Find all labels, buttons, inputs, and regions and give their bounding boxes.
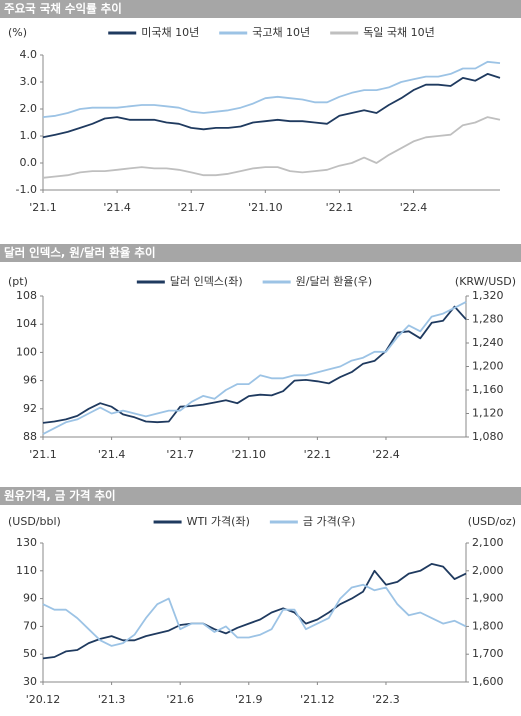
legend-label: 독일 국채 10년	[363, 25, 435, 39]
x-tick-label: '22.1	[326, 201, 354, 214]
y2-tick-label: 1,280	[472, 313, 504, 326]
y-tick-label: 70	[23, 619, 37, 632]
x-tick-label: '22.4	[400, 201, 428, 214]
legend-label: 미국채 10년	[141, 26, 199, 39]
y2-tick-label: 2,100	[472, 536, 504, 549]
y-axis-label: (%)	[8, 26, 27, 39]
series-line	[42, 301, 467, 435]
y2-tick-label: 1,240	[472, 336, 504, 349]
y2-axis-label: (KRW/USD)	[455, 275, 516, 288]
y-tick-label: 1.0	[20, 129, 38, 142]
legend-label: 원/달러 환율(우)	[296, 275, 373, 288]
y-tick-label: -1.0	[16, 183, 37, 196]
x-tick-label: '21.7	[166, 448, 194, 461]
legend-label: 달러 인덱스(좌)	[170, 275, 243, 288]
series-line	[42, 305, 467, 424]
x-tick-label: '21.1	[29, 448, 57, 461]
x-tick-label: '20.12	[26, 693, 61, 706]
y-tick-label: 130	[16, 536, 37, 549]
series-line	[42, 563, 467, 660]
y-tick-label: 0.0	[20, 156, 38, 169]
legend: WTI 가격(좌) 금 가격(우)	[153, 515, 356, 528]
y2-tick-label: 1,200	[472, 360, 504, 373]
x-tick-label: '21.9	[235, 693, 263, 706]
y-tick-label: 90	[23, 592, 37, 605]
y2-tick-label: 1,700	[472, 647, 504, 660]
series-line	[42, 73, 501, 139]
x-tick-label: '22.3	[372, 693, 400, 706]
y-tick-label: 100	[16, 345, 37, 358]
x-tick-label: '21.1	[29, 201, 57, 214]
y2-axis-label: (USD/oz)	[468, 515, 516, 528]
y2-tick-label: 1,120	[472, 407, 504, 420]
y2-tick-label: 1,800	[472, 619, 504, 632]
series-line	[42, 116, 501, 179]
y-tick-label: 108	[16, 289, 37, 302]
x-tick-label: '22.4	[372, 448, 400, 461]
y-tick-label: 3.0	[20, 75, 38, 88]
chart-title: 원유가격, 금 가격 추이	[4, 489, 116, 503]
y-tick-label: 88	[23, 430, 37, 443]
y-tick-label: 104	[16, 317, 37, 330]
y2-tick-label: 1,900	[472, 592, 504, 605]
series-line	[42, 60, 501, 118]
y2-tick-label: 1,160	[472, 383, 504, 396]
y-tick-label: 30	[23, 675, 37, 688]
y-axis-label: (USD/bbl)	[8, 515, 61, 528]
x-tick-label: '21.12	[300, 693, 335, 706]
legend-label: 국고채 10년	[252, 26, 310, 39]
header-band	[0, 244, 521, 262]
x-tick-label: '21.4	[103, 201, 131, 214]
y2-tick-label: 1,320	[472, 289, 504, 302]
x-tick-label: '21.10	[232, 448, 267, 461]
x-tick-label: '21.6	[166, 693, 194, 706]
y-tick-label: 92	[23, 402, 37, 415]
header-band	[0, 0, 521, 18]
y2-tick-label: 1,600	[472, 675, 504, 688]
legend-label: 금 가격(우)	[303, 515, 356, 528]
y2-tick-label: 1,080	[472, 430, 504, 443]
y-tick-label: 96	[23, 374, 37, 387]
y-tick-label: 2.0	[20, 102, 38, 115]
x-tick-label: '21.4	[98, 448, 126, 461]
y-axis-label: (pt)	[8, 275, 28, 288]
legend-label: WTI 가격(좌)	[187, 515, 250, 528]
y-tick-label: 4.0	[20, 48, 38, 61]
x-tick-label: '21.7	[177, 201, 205, 214]
x-tick-label: '21.10	[248, 201, 283, 214]
x-tick-label: '21.3	[98, 693, 126, 706]
chart-title: 주요국 국채 수익률 추이	[4, 2, 122, 16]
y-tick-label: 110	[16, 564, 37, 577]
series-line	[42, 583, 467, 647]
legend: 달러 인덱스(좌) 원/달러 환율(우)	[136, 275, 373, 288]
x-tick-label: '22.1	[304, 448, 332, 461]
y2-tick-label: 2,000	[472, 564, 504, 577]
legend: 미국채 10년 국고채 10년 독일 국채 10년	[108, 25, 435, 39]
chart-title: 달러 인덱스, 원/달러 환율 추이	[4, 246, 156, 260]
y-tick-label: 50	[23, 647, 37, 660]
header-band	[0, 487, 521, 505]
